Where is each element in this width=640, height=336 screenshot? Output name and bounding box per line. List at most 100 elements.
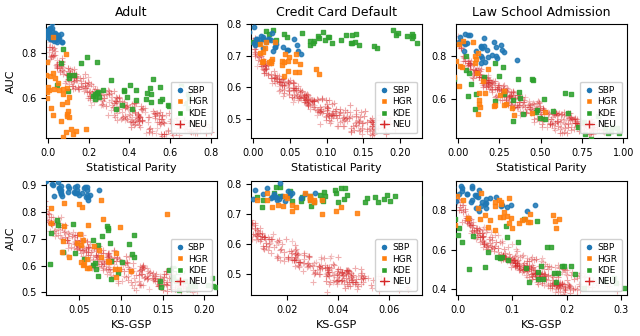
Point xyxy=(512,262,522,268)
Point xyxy=(175,83,186,88)
Point xyxy=(522,264,532,269)
Y-axis label: AUC: AUC xyxy=(6,226,15,250)
Point xyxy=(60,80,70,85)
Point xyxy=(232,28,242,33)
Point xyxy=(486,83,497,88)
Point xyxy=(126,124,136,130)
Point xyxy=(315,265,325,270)
Point xyxy=(72,245,82,250)
Point xyxy=(195,120,205,126)
Point xyxy=(324,111,334,117)
Point xyxy=(459,53,469,59)
Point xyxy=(526,271,536,277)
Point xyxy=(96,197,106,203)
Point xyxy=(315,192,325,198)
Point xyxy=(522,274,532,280)
Point xyxy=(507,260,517,265)
Point xyxy=(556,111,566,116)
Point xyxy=(111,94,121,99)
Point xyxy=(337,269,347,275)
Point xyxy=(266,60,276,66)
Point xyxy=(390,194,400,199)
Point xyxy=(499,254,509,259)
Point xyxy=(70,250,81,256)
Point xyxy=(88,88,99,94)
Point xyxy=(77,233,88,238)
Point xyxy=(115,103,125,109)
Point xyxy=(275,238,285,243)
Point xyxy=(149,110,159,115)
Point xyxy=(241,41,251,47)
Point xyxy=(385,115,395,121)
Point xyxy=(65,67,76,72)
Point xyxy=(79,88,89,94)
Point xyxy=(255,41,265,46)
Point xyxy=(62,238,72,243)
Point xyxy=(451,58,461,64)
Point xyxy=(526,264,536,269)
Point xyxy=(86,247,97,253)
Point xyxy=(305,195,316,201)
Point xyxy=(42,35,52,40)
Point xyxy=(506,94,516,99)
Point xyxy=(248,232,258,237)
Point xyxy=(88,264,98,269)
Point xyxy=(572,121,582,126)
Point xyxy=(537,255,547,260)
Point xyxy=(369,131,379,136)
Point xyxy=(80,184,90,190)
Point xyxy=(107,259,117,264)
Point xyxy=(108,258,118,264)
Point xyxy=(287,198,298,204)
Point xyxy=(287,94,297,99)
Point xyxy=(284,88,294,93)
Point xyxy=(521,265,531,270)
Point xyxy=(587,120,597,125)
Point xyxy=(98,103,108,108)
Point xyxy=(496,258,506,263)
Point xyxy=(547,123,557,128)
Point xyxy=(91,248,101,254)
Point xyxy=(333,272,344,277)
Point xyxy=(269,40,280,45)
Point xyxy=(201,121,211,126)
Point xyxy=(228,28,238,33)
Point xyxy=(539,107,549,112)
Point xyxy=(51,62,61,67)
Point xyxy=(521,272,531,277)
Point xyxy=(565,110,575,115)
Point xyxy=(52,179,63,185)
Point xyxy=(145,125,155,130)
Point xyxy=(248,197,259,202)
Point xyxy=(68,190,79,195)
Point xyxy=(477,55,487,60)
Point xyxy=(104,92,114,97)
Point xyxy=(81,187,92,193)
Point xyxy=(594,127,604,133)
Point xyxy=(351,113,361,118)
Point xyxy=(157,278,168,283)
Point xyxy=(323,281,333,286)
Point xyxy=(329,272,339,277)
Point xyxy=(367,127,377,132)
Point xyxy=(162,282,172,288)
Point xyxy=(90,97,100,102)
Point xyxy=(485,77,495,82)
Point xyxy=(117,278,127,284)
Point xyxy=(36,77,47,82)
Point xyxy=(57,55,67,61)
Point xyxy=(56,67,67,72)
Point xyxy=(104,266,115,271)
Point xyxy=(298,261,308,266)
Point xyxy=(476,235,486,240)
Point xyxy=(472,230,482,236)
Point xyxy=(321,114,331,119)
Point xyxy=(330,108,340,113)
Point xyxy=(62,86,72,91)
Point xyxy=(137,107,147,112)
Point xyxy=(69,70,79,75)
Point xyxy=(515,108,525,113)
Point xyxy=(182,126,192,131)
Point xyxy=(264,244,274,249)
Point xyxy=(519,216,529,221)
